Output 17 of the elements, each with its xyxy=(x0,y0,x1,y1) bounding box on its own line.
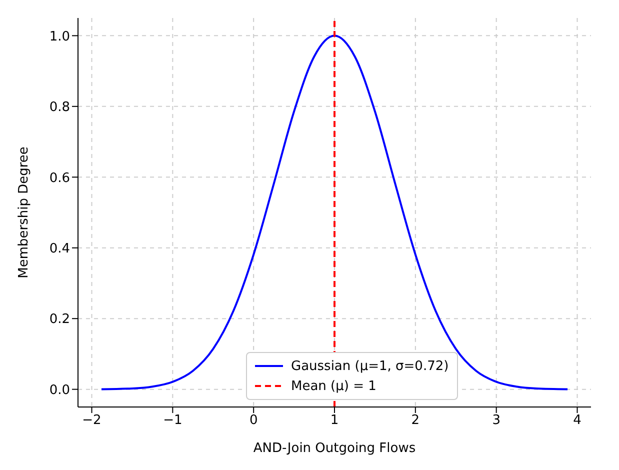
y-tick-label: 0.8 xyxy=(49,100,70,116)
x-tick-label: 4 xyxy=(573,413,582,428)
y-tick-label: 0.6 xyxy=(49,170,70,186)
x-tick-label: 3 xyxy=(492,413,500,428)
ref-line-label: Mean (μ) = 1 xyxy=(291,378,376,394)
y-axis-title: Membership Degree xyxy=(16,146,32,278)
y-tick-label: 0.4 xyxy=(49,241,70,256)
x-tick-label: 1 xyxy=(330,413,339,428)
y-tick-label: 0.2 xyxy=(49,312,70,328)
x-tick-label: −1 xyxy=(163,413,182,428)
x-tick-label: −2 xyxy=(82,413,102,428)
y-tick-label: 1.0 xyxy=(49,29,70,44)
x-tick-label: 0 xyxy=(249,413,258,428)
x-axis-title: AND-Join Outgoing Flows xyxy=(253,441,416,456)
legend-label: Gaussian (μ=1, σ=0.72) xyxy=(291,358,449,374)
y-tick-label: 0.0 xyxy=(49,382,70,398)
x-tick-label: 2 xyxy=(411,413,420,428)
